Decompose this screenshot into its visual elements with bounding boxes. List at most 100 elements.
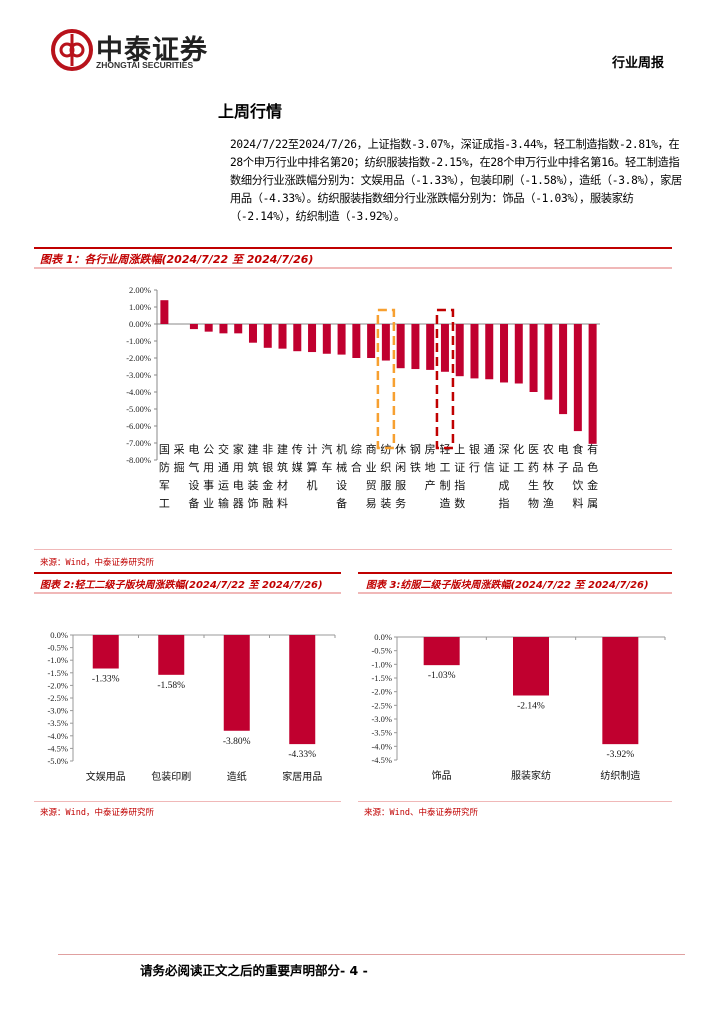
y-tick-label: 2.00% bbox=[129, 285, 151, 295]
x-tick-label-char: 造 bbox=[439, 496, 450, 510]
data-label: -3.92% bbox=[606, 750, 634, 760]
x-tick-label-char: 掘 bbox=[174, 460, 185, 474]
y-tick-label: -1.5% bbox=[371, 673, 392, 683]
x-tick-label-char: 备 bbox=[336, 496, 347, 510]
x-tick-label-char: 算 bbox=[307, 460, 318, 474]
figure-3-top-rule bbox=[358, 572, 672, 574]
x-tick-label-char: 通 bbox=[484, 443, 495, 456]
bar bbox=[158, 635, 185, 675]
x-tick-label-char: 装 bbox=[247, 479, 258, 492]
x-tick-label-char: 设 bbox=[188, 479, 199, 492]
y-tick-label: -2.00% bbox=[126, 353, 151, 363]
x-tick-label-char: 行 bbox=[469, 461, 480, 474]
x-tick-label-char: 建 bbox=[277, 442, 288, 456]
x-tick-label-char: 备 bbox=[188, 496, 199, 510]
logo-text-cn: 中泰证券 bbox=[96, 35, 208, 66]
x-tick-label: 饰品 bbox=[432, 769, 452, 782]
x-tick-label-char: 机 bbox=[336, 442, 347, 456]
figure-2-source: 来源：Wind，中泰证券研究所 bbox=[40, 808, 154, 818]
y-tick-label: -4.5% bbox=[47, 743, 68, 753]
x-tick-label-char: 色 bbox=[587, 460, 598, 474]
x-tick-label: 包装印刷 bbox=[151, 770, 191, 783]
bar bbox=[485, 324, 494, 380]
bar bbox=[411, 324, 420, 370]
figure-2-bottom-rule bbox=[34, 592, 341, 594]
x-tick-label-char: 用 bbox=[233, 462, 244, 474]
x-tick-label-char: 农 bbox=[543, 442, 554, 456]
x-tick-label-char: 汽 bbox=[321, 442, 332, 456]
x-tick-label-char: 军 bbox=[159, 479, 170, 492]
bar bbox=[544, 324, 553, 400]
x-tick-label-char: 料 bbox=[572, 496, 583, 510]
logo-text-en: ZHONGTAI SECURITIES bbox=[96, 60, 194, 70]
x-tick-label-char: 食 bbox=[572, 442, 583, 456]
x-tick-label-char: 化 bbox=[513, 442, 524, 456]
x-tick-label-char: 械 bbox=[336, 460, 347, 474]
x-tick-label-char: 材 bbox=[277, 478, 288, 492]
x-tick-label-char: 器 bbox=[233, 497, 244, 510]
x-tick-label-char: 传 bbox=[292, 443, 303, 456]
x-tick-label-char: 机 bbox=[307, 478, 318, 492]
x-tick-label-char: 有 bbox=[587, 442, 598, 456]
figure-1-title: 图表 1：各行业周涨跌幅(2024/7/22 至 2024/7/26) bbox=[40, 253, 314, 266]
x-tick-label-char: 子 bbox=[558, 461, 569, 474]
x-tick-label-char: 服 bbox=[395, 479, 406, 492]
x-tick-label-char: 闲 bbox=[395, 460, 406, 474]
x-tick-label-char: 事 bbox=[203, 479, 214, 492]
x-tick-label-char: 医 bbox=[528, 444, 539, 456]
x-tick-label-char: 运 bbox=[218, 479, 229, 492]
y-tick-label: -2.5% bbox=[371, 700, 392, 710]
highlight-box-textile bbox=[376, 308, 396, 450]
y-tick-label: -3.0% bbox=[371, 714, 392, 724]
x-tick-label-char: 银 bbox=[262, 460, 273, 474]
figure-1-top-rule bbox=[34, 247, 672, 249]
x-tick-label-char: 商 bbox=[366, 442, 377, 456]
bar bbox=[514, 324, 523, 384]
y-tick-label: -3.5% bbox=[47, 718, 68, 728]
bar bbox=[234, 324, 243, 334]
figure-2-chart: 0.0% -0.5% -1.0% -1.5% -2.0% -2.5% -3.0% -3.5% -… bbox=[47, 630, 336, 783]
x-tick-label-char: 车 bbox=[321, 460, 332, 474]
summary-paragraph: 2024/7/22至2024/7/26，上证指数-3.07%，深证成指-3.44… bbox=[230, 138, 682, 223]
x-tick-label-char: 指 bbox=[499, 496, 510, 510]
bar bbox=[423, 637, 460, 666]
x-tick-label-char: 生 bbox=[528, 478, 539, 492]
bar bbox=[263, 324, 272, 348]
x-tick-label-char: 深 bbox=[499, 443, 510, 456]
bar bbox=[367, 324, 376, 358]
bar bbox=[559, 324, 568, 415]
bar bbox=[455, 324, 464, 377]
x-tick-label-char: 金 bbox=[262, 478, 273, 492]
x-tick-label-char: 筑 bbox=[277, 460, 288, 474]
x-tick-label: 纺织制造 bbox=[600, 769, 640, 782]
x-tick-label-char: 通 bbox=[218, 461, 229, 474]
x-tick-label-char: 交 bbox=[218, 442, 229, 456]
bar bbox=[470, 324, 479, 379]
x-tick-label-char: 电 bbox=[558, 443, 569, 456]
y-tick-label: -5.00% bbox=[126, 404, 151, 414]
x-tick-label-char: 公 bbox=[203, 444, 214, 456]
bar bbox=[573, 324, 582, 432]
x-tick-label-char: 家 bbox=[233, 442, 244, 456]
bar bbox=[381, 324, 390, 361]
y-tick-label: -2.0% bbox=[371, 687, 392, 697]
x-tick-label-char: 料 bbox=[277, 496, 288, 510]
bar bbox=[500, 324, 509, 383]
x-tick-label-char: 织 bbox=[380, 461, 391, 474]
bar bbox=[223, 635, 250, 731]
bar bbox=[337, 324, 346, 355]
x-tick-label-char: 国 bbox=[159, 443, 170, 456]
footer-disclaimer: 请务必阅读正文之后的重要声明部分- 4 - bbox=[140, 963, 368, 978]
x-tick-label-char: 休 bbox=[395, 443, 406, 456]
y-tick-label: -1.00% bbox=[126, 336, 151, 346]
x-tick-label-char: 证 bbox=[454, 461, 465, 474]
figure-3-chart: 0.0% -0.5% -1.0% -1.5% -2.0% -2.5% -3.0% -3.5% -… bbox=[371, 632, 666, 782]
y-tick-label: -1.0% bbox=[371, 659, 392, 669]
y-tick-label: -1.0% bbox=[47, 655, 68, 665]
bar bbox=[219, 324, 228, 334]
x-tick-label-char: 用 bbox=[203, 462, 214, 474]
x-tick-label-char: 产 bbox=[425, 478, 436, 492]
y-tick-label: -8.00% bbox=[126, 455, 151, 465]
figure-2-source-rule bbox=[34, 801, 341, 802]
figure-3-bottom-rule bbox=[358, 592, 672, 594]
